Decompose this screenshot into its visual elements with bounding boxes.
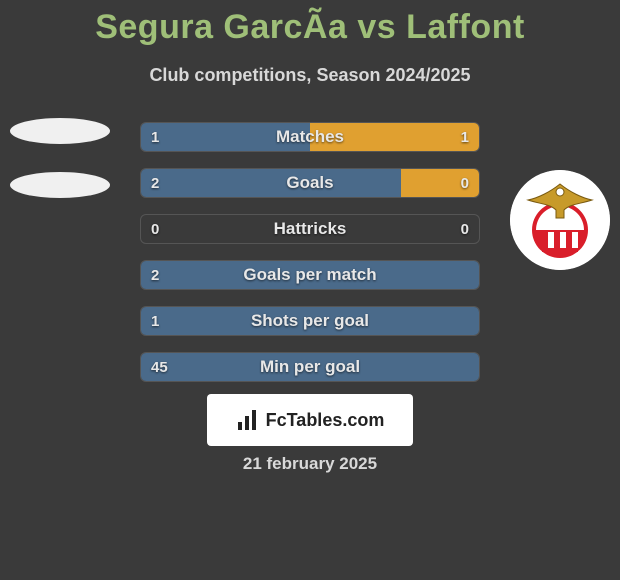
stat-label: Matches	[141, 123, 479, 151]
stat-value-left: 45	[151, 353, 168, 381]
stat-row: Min per goal45	[140, 352, 480, 382]
stat-value-left: 0	[151, 215, 159, 243]
footer-brand-text: FcTables.com	[266, 410, 385, 431]
stat-value-left: 2	[151, 261, 159, 289]
stat-label: Min per goal	[141, 353, 479, 381]
stat-value-right: 0	[461, 215, 469, 243]
stat-label: Goals per match	[141, 261, 479, 289]
stat-value-left: 1	[151, 123, 159, 151]
subtitle: Club competitions, Season 2024/2025	[0, 65, 620, 86]
stat-value-right: 1	[461, 123, 469, 151]
stat-value-right: 0	[461, 169, 469, 197]
stat-label: Goals	[141, 169, 479, 197]
page-title: Segura GarcÃa vs Laffont	[0, 0, 620, 47]
bar-chart-icon	[236, 408, 260, 432]
stat-label: Hattricks	[141, 215, 479, 243]
stat-row: Hattricks0 0	[140, 214, 480, 244]
fctables-logo: FcTables.com	[207, 394, 413, 446]
stat-row: Matches1 1	[140, 122, 480, 152]
placeholder-ellipse	[10, 118, 110, 144]
stats-bars: Matches11Goals20Hattricks00Goals per mat…	[140, 122, 480, 398]
benfica-crest-icon	[510, 170, 610, 270]
stat-row: Goals per match2	[140, 260, 480, 290]
stat-row: Shots per goal1	[140, 306, 480, 336]
stat-label: Shots per goal	[141, 307, 479, 335]
stat-value-left: 2	[151, 169, 159, 197]
team-left-badge	[10, 118, 110, 218]
placeholder-ellipse	[10, 172, 110, 198]
team-right-badge	[510, 170, 610, 270]
stat-row: Goals2 0	[140, 168, 480, 198]
date-text: 21 february 2025	[0, 454, 620, 474]
stat-value-left: 1	[151, 307, 159, 335]
